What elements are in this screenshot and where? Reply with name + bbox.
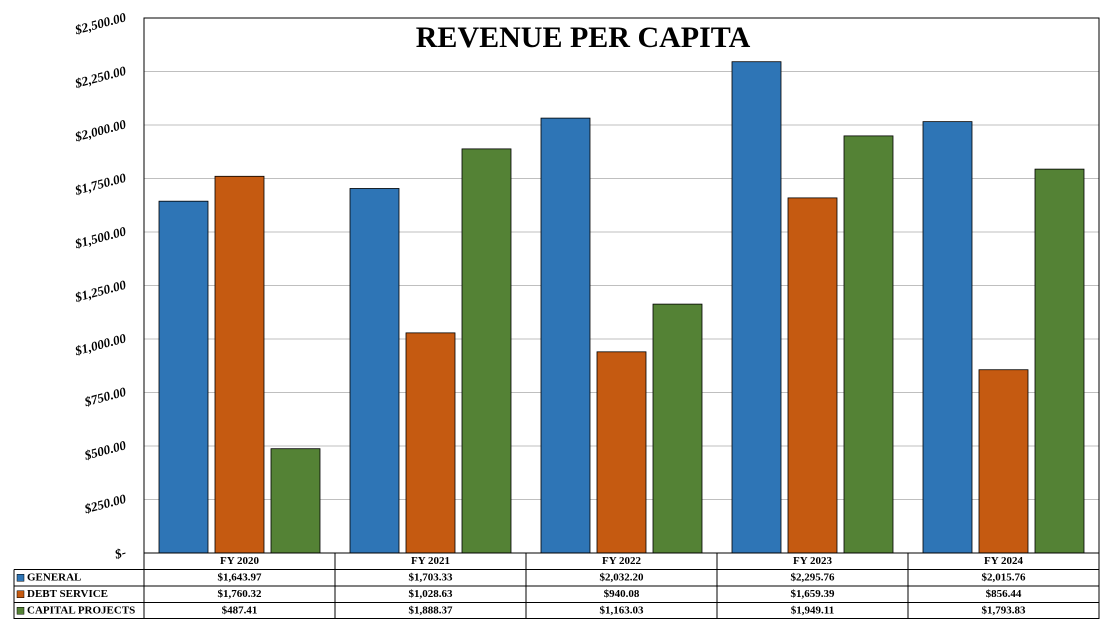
y-tick-label: $- (112, 544, 127, 562)
legend-key (16, 574, 25, 582)
table-value: $940.08 (604, 588, 640, 600)
table-value: $1,760.32 (218, 588, 263, 600)
table-value: $1,949.11 (791, 604, 834, 616)
x-tick-label: FY 2022 (602, 555, 642, 567)
legend-label: CAPITAL PROJECTS (27, 604, 135, 616)
bar (731, 61, 782, 554)
bar (405, 332, 456, 554)
legend-key (16, 607, 25, 615)
table-value: $1,163.03 (600, 604, 645, 616)
bar (843, 135, 894, 554)
legend-label: DEBT SERVICE (27, 588, 108, 600)
bar (349, 188, 400, 554)
bar (922, 121, 973, 554)
x-tick-label: FY 2023 (793, 555, 833, 567)
table-value: $1,028.63 (409, 588, 454, 600)
table-value: $1,793.83 (982, 604, 1027, 616)
bar (1034, 168, 1085, 554)
table-value: $856.44 (986, 588, 1022, 600)
legend-label: GENERAL (27, 571, 81, 583)
x-tick-label: FY 2021 (411, 555, 450, 567)
legend-key (16, 590, 25, 598)
x-tick-label: FY 2024 (984, 555, 1024, 567)
bar (652, 303, 703, 554)
bar (540, 117, 591, 554)
x-tick-label: FY 2020 (220, 555, 260, 567)
table-value: $1,643.97 (218, 571, 263, 583)
bar (596, 351, 647, 554)
table-value: $1,659.39 (791, 588, 836, 600)
table-value: $1,888.37 (409, 604, 454, 616)
bar (270, 448, 321, 554)
table-value: $1,703.33 (409, 571, 454, 583)
chart-title: REVENUE PER CAPITA (416, 21, 751, 54)
table-value: $2,032.20 (600, 571, 645, 583)
bar (214, 175, 265, 554)
table-value: $2,295.76 (791, 571, 836, 583)
table-value: $2,015.76 (982, 571, 1027, 583)
bar (158, 200, 209, 554)
bar (787, 197, 838, 554)
bar (978, 369, 1029, 554)
table-value: $487.41 (222, 604, 258, 616)
bar (461, 148, 512, 554)
